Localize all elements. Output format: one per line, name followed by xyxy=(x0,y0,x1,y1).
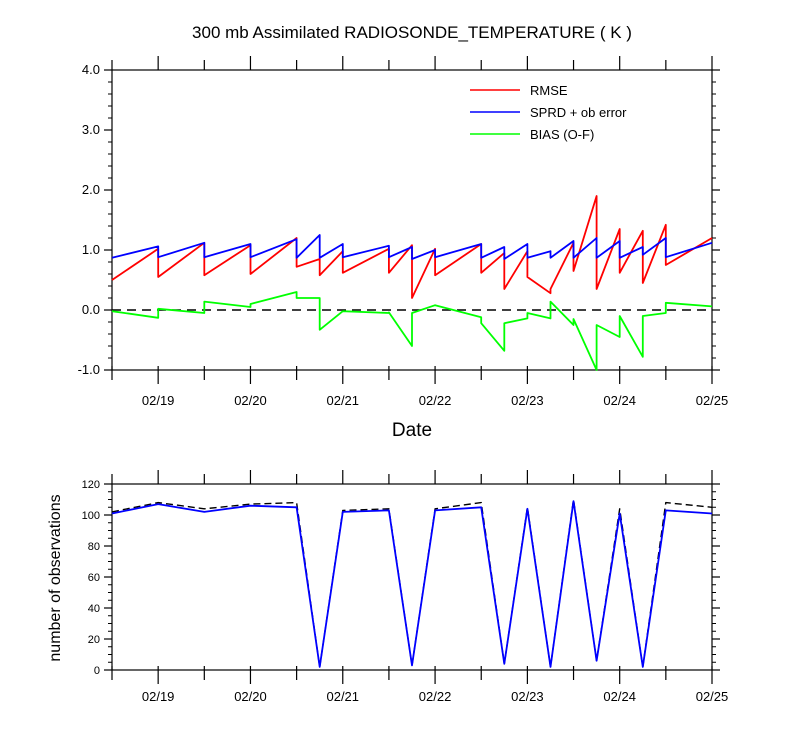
x-tick-label: 02/23 xyxy=(511,689,544,704)
legend-label-bias: BIAS (O-F) xyxy=(530,127,594,142)
series-line-rmse xyxy=(111,195,713,299)
panel-top: -1.0 0.0 1.0 2.0 3.0 4.0 02/19 02/20 02/21 02/22 0… xyxy=(78,56,729,408)
y-tick-label: 100 xyxy=(82,510,100,522)
x-tick-label: 02/22 xyxy=(419,393,452,408)
y-tick-label: 1.0 xyxy=(82,242,100,257)
x-tick-label: 02/21 xyxy=(326,393,359,408)
y-tick-label: 120 xyxy=(82,479,100,491)
y-tick-label: 80 xyxy=(88,541,100,553)
x-tick-label: 02/20 xyxy=(234,393,267,408)
panel-bottom: 0 20 40 60 80 100 120 02/19 02/20 02/21 02/22 02/23… xyxy=(82,470,729,704)
legend-label-sprd: SPRD + ob error xyxy=(530,105,627,120)
y-axis-label-bottom: number of observations xyxy=(47,494,64,661)
y-tick-label: 20 xyxy=(88,634,100,646)
x-tick-label: 02/19 xyxy=(142,393,175,408)
series-line-bias xyxy=(111,291,713,371)
x-tick-label: 02/22 xyxy=(419,689,452,704)
x-tick-label: 02/25 xyxy=(696,393,729,408)
x-tick-label: 02/24 xyxy=(603,689,636,704)
x-tick-label: 02/25 xyxy=(696,689,729,704)
y-tick-label: 2.0 xyxy=(82,182,100,197)
y-tick-label: 3.0 xyxy=(82,122,100,137)
x-axis-label: Date xyxy=(392,420,432,441)
x-tick-label: 02/21 xyxy=(326,689,359,704)
x-tick-label: 02/20 xyxy=(234,689,267,704)
x-tick-label: 02/23 xyxy=(511,393,544,408)
x-tick-label: 02/24 xyxy=(603,393,636,408)
y-tick-label: 0 xyxy=(94,665,100,677)
series-line-sprd xyxy=(111,234,713,260)
y-tick-label: 0.0 xyxy=(82,302,100,317)
plot-frame-top xyxy=(111,69,713,371)
legend-label-rmse: RMSE xyxy=(530,83,568,98)
x-tick-label: 02/19 xyxy=(142,689,175,704)
chart-title: 300 mb Assimilated RADIOSONDE_TEMPERATUR… xyxy=(192,23,632,42)
series-line-nobs xyxy=(111,500,713,668)
y-tick-label: 60 xyxy=(88,572,100,584)
y-tick-label: -1.0 xyxy=(78,362,100,377)
legend: RMSE SPRD + ob error BIAS (O-F) xyxy=(470,83,627,142)
y-tick-label: 40 xyxy=(88,603,100,615)
y-tick-label: 4.0 xyxy=(82,62,100,77)
